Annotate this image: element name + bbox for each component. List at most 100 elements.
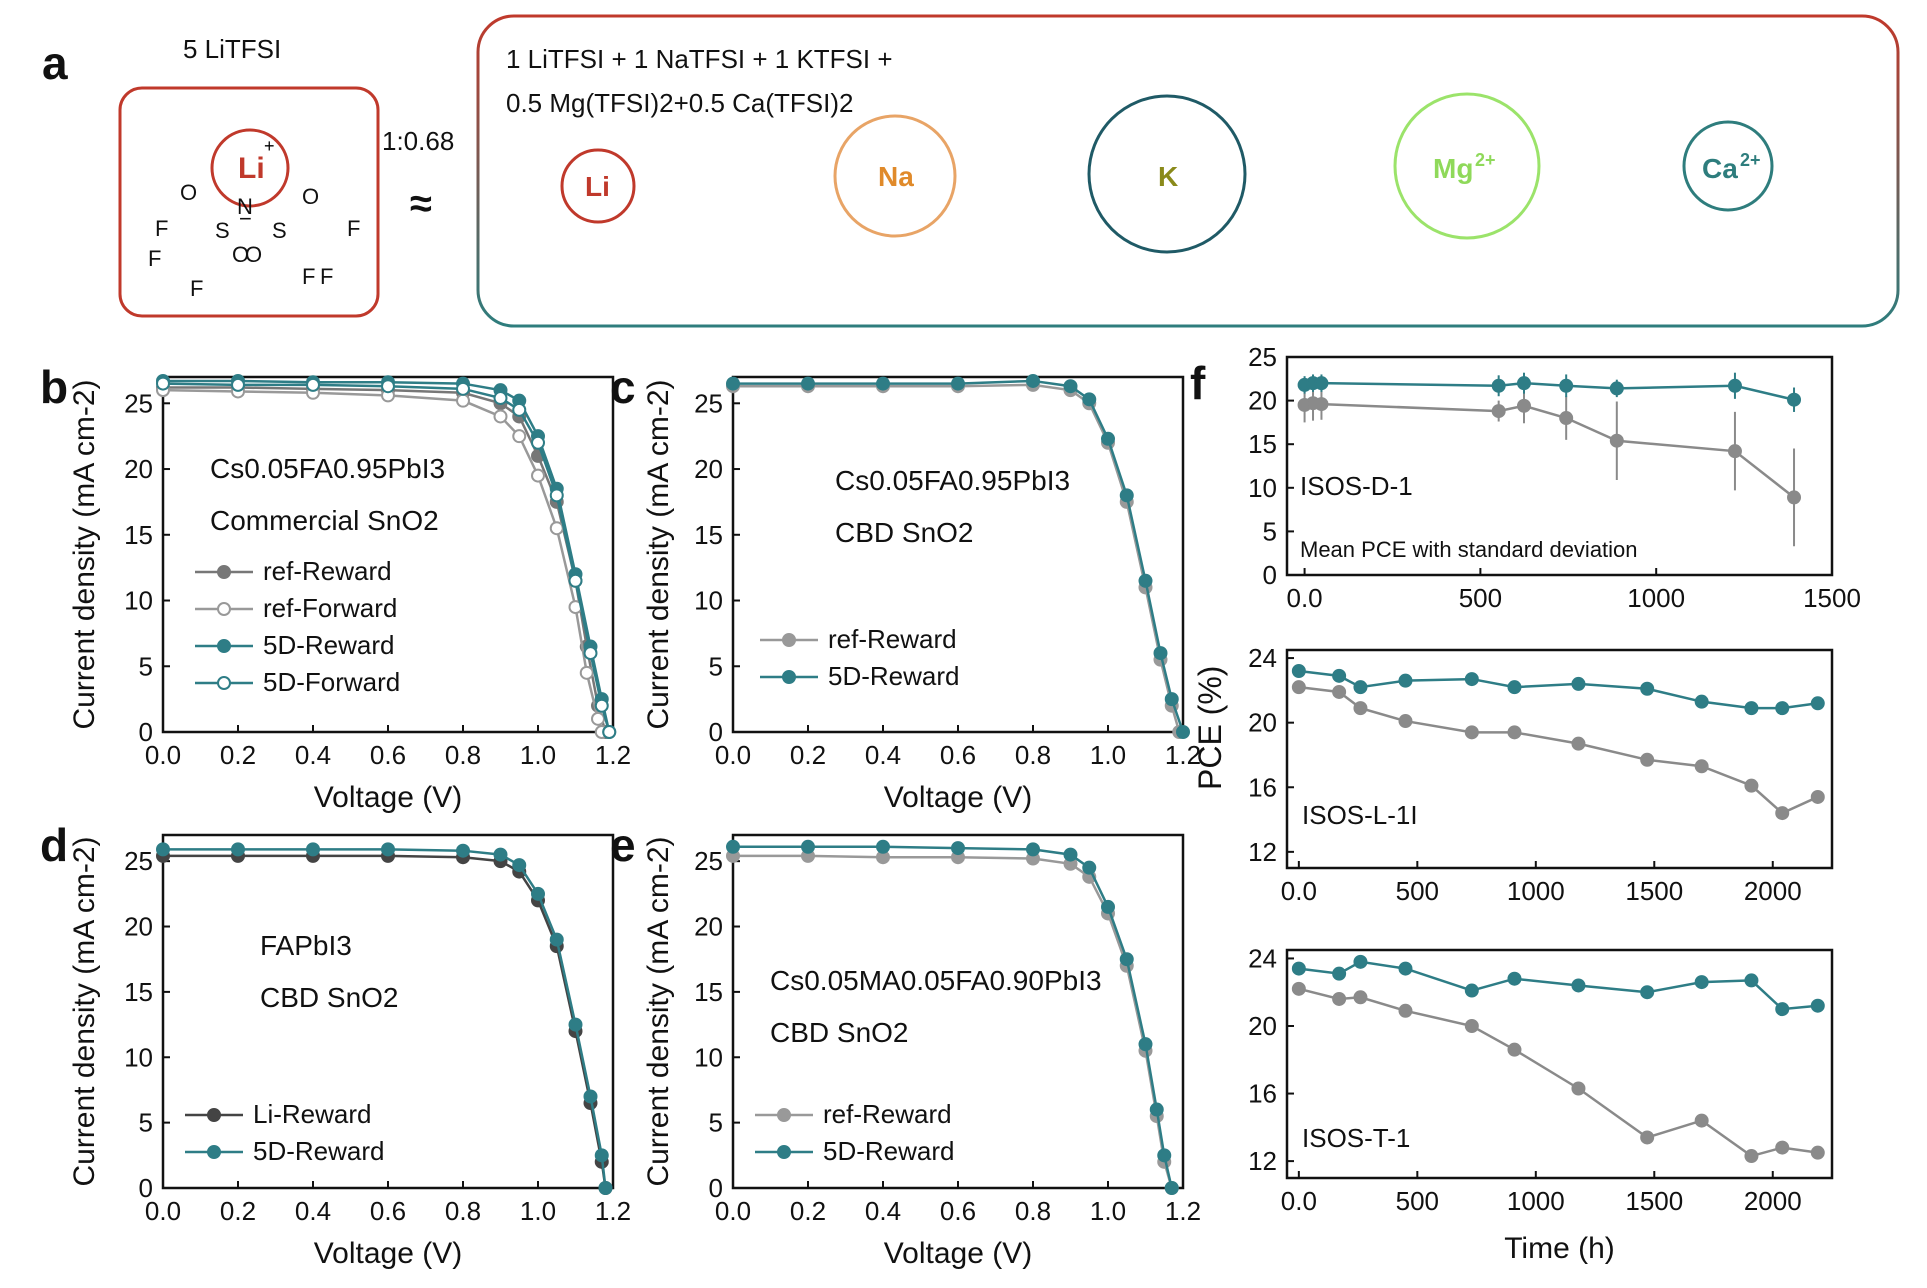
panel-b-xtick-label: 0.4 xyxy=(295,740,331,770)
panel-c-point xyxy=(1176,725,1190,739)
panel-f-bottom-point xyxy=(1398,961,1413,976)
panel-b-point xyxy=(579,665,594,680)
svg-text:F: F xyxy=(155,216,168,241)
panel-e-xtick-label: 0.4 xyxy=(865,1196,901,1226)
approx-symbol: ≈ xyxy=(410,182,432,226)
panel-f-mid-point xyxy=(1332,668,1347,683)
panel-b-legend-marker xyxy=(217,676,231,690)
panel-f-top-ytick-label: 0 xyxy=(1263,560,1277,590)
panel-f-bottom-point xyxy=(1353,954,1368,969)
panel-d-point xyxy=(156,842,170,857)
panel-e-legend-marker xyxy=(777,1145,791,1159)
panel-f-bottom-xtick-label: 1000 xyxy=(1507,1186,1565,1216)
panel-f-mid-ytick-label: 20 xyxy=(1248,708,1277,738)
panel-f-bottom-xtick-label: 500 xyxy=(1396,1186,1439,1216)
panel-d-ytick-label: 15 xyxy=(124,977,153,1007)
panel-f-bottom-point xyxy=(1571,978,1586,993)
panel-d-annotation-1: FAPbI3 xyxy=(260,930,352,961)
panel-c-point xyxy=(1164,692,1179,707)
panel-b-xtick-label: 0.8 xyxy=(445,740,481,770)
panel-b-legend-label: ref-Forward xyxy=(263,593,397,623)
k-label: K xyxy=(1158,161,1178,192)
panel-d-xtick-label: 0.4 xyxy=(295,1196,331,1226)
panel-d-xtick-label: 1.0 xyxy=(520,1196,556,1226)
panel-c-ytick-label: 25 xyxy=(694,388,723,418)
panel-f-bottom-point xyxy=(1464,983,1479,998)
left-box-title: 5 LiTFSI xyxy=(183,34,282,64)
panel-f-mid-point xyxy=(1291,663,1306,678)
panel-f-mid-point xyxy=(1332,684,1347,699)
panel-e-point xyxy=(876,839,890,854)
panel-f-bottom-point xyxy=(1694,975,1709,990)
panel-e-xtick-label: 0.0 xyxy=(715,1196,751,1226)
panel-d-point xyxy=(493,847,508,862)
panel-e-annotation-2: CBD SnO2 xyxy=(770,1017,909,1048)
panel-f-bottom-xtick-label: 2000 xyxy=(1744,1186,1802,1216)
panel-e-annotation-1: Cs0.05MA0.05FA0.90PbI3 xyxy=(770,965,1102,996)
panel-e-point xyxy=(951,841,965,856)
panel-e-point xyxy=(1082,860,1097,875)
panel-c-xtick-label: 0.0 xyxy=(715,740,751,770)
panel-f-mid-ytick-label: 16 xyxy=(1248,772,1277,802)
panel-d-xtick-label: 0.8 xyxy=(445,1196,481,1226)
panel-b-point xyxy=(381,379,395,394)
panel-f-top-frame xyxy=(1285,355,1834,577)
panel-d-ytick-label: 20 xyxy=(124,912,153,942)
panel-f-mid-ytick-label: 24 xyxy=(1248,643,1277,673)
panel-letter-f: f xyxy=(1190,357,1206,409)
right-box-line2: 0.5 Mg(TFSI)2+0.5 Ca(TFSI)2 xyxy=(506,88,854,118)
panel-c-xtick-label: 0.6 xyxy=(940,740,976,770)
panel-b-ytick-label: 10 xyxy=(124,586,153,616)
panel-d-legend-label: Li-Reward xyxy=(253,1099,372,1129)
panel-f-bottom-point xyxy=(1291,981,1306,996)
panel-c-point xyxy=(951,376,965,391)
panel-f-top-point xyxy=(1516,376,1531,391)
panel-f-mid-point xyxy=(1464,672,1479,687)
svg-text:F: F xyxy=(190,276,203,301)
panel-d-point xyxy=(583,1089,598,1104)
panel-c-point xyxy=(1082,392,1097,407)
panel-f-mid-point xyxy=(1775,806,1790,821)
panel-d-xtick-label: 0.6 xyxy=(370,1196,406,1226)
panel-f-top-ytick-label: 20 xyxy=(1248,386,1277,416)
panel-d-point xyxy=(306,842,320,857)
panel-e-point xyxy=(1026,842,1040,857)
panel-f-bottom-xtick-label: 0.0 xyxy=(1281,1186,1317,1216)
ratio-label: 1:0.68 xyxy=(382,126,455,156)
panel-f-top-point xyxy=(1727,378,1742,393)
panel-d-ylabel: Current density (mA cm-2) xyxy=(68,836,101,1186)
panel-f-bottom-point xyxy=(1640,985,1655,1000)
panel-e-legend-label: ref-Reward xyxy=(823,1099,952,1129)
panel-b-point xyxy=(549,521,564,536)
panel-f-bottom-ytick-label: 20 xyxy=(1248,1011,1277,1041)
panel-e-point xyxy=(1119,952,1134,967)
panel-b-point xyxy=(531,468,545,483)
panel-b-ytick-label: 15 xyxy=(124,520,153,550)
panel-f-mid-point xyxy=(1507,680,1522,695)
panel-f-top-point xyxy=(1559,378,1574,393)
panel-b-legend-label: 5D-Reward xyxy=(263,630,395,660)
panel-c-point xyxy=(1101,431,1115,446)
panel-d-point xyxy=(594,1148,609,1163)
panel-d-ytick-label: 0 xyxy=(139,1173,153,1203)
panel-f-top-point xyxy=(1491,404,1506,419)
ca-circle xyxy=(1682,120,1774,212)
panel-f-mid-point xyxy=(1810,789,1825,804)
panel-e-xlabel: Voltage (V) xyxy=(884,1237,1032,1270)
panel-d-legend-marker xyxy=(207,1108,221,1122)
li-label-right: Li xyxy=(585,171,610,202)
panel-d-annotation-2: CBD SnO2 xyxy=(260,982,399,1013)
panel-b-ytick-label: 20 xyxy=(124,454,153,484)
panel-e-xtick-label: 1.0 xyxy=(1090,1196,1126,1226)
panel-b-annotation-1: Cs0.05FA0.95PbI3 xyxy=(210,453,445,484)
panel-b-xtick-label: 0.2 xyxy=(220,740,256,770)
panel-b-point xyxy=(602,725,617,739)
panel-f-top-ytick-label: 25 xyxy=(1248,342,1277,372)
panel-e-point xyxy=(1063,847,1078,862)
panel-c-xtick-label: 1.0 xyxy=(1090,740,1126,770)
panel-c-ytick-label: 15 xyxy=(694,520,723,550)
panel-c-point xyxy=(1119,488,1134,503)
left-box xyxy=(118,86,380,318)
panel-b-point xyxy=(591,711,605,726)
